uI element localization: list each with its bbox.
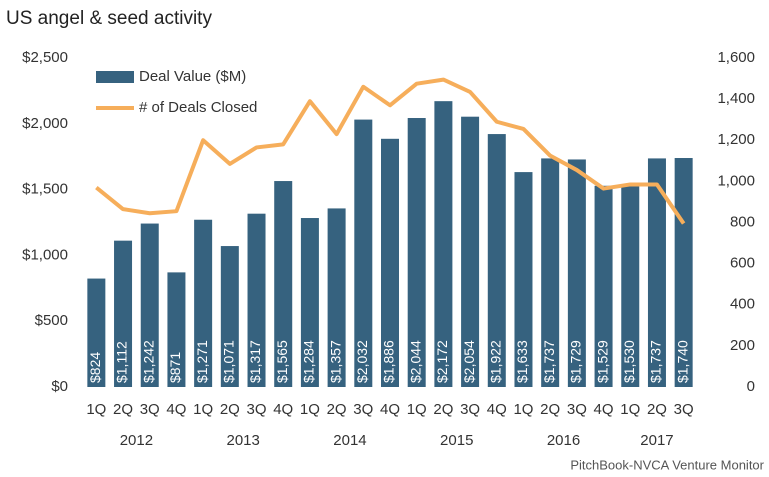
value-label: $1,565 <box>274 340 290 383</box>
x-group-label: 2012 <box>120 432 153 449</box>
x-tick-label: 2Q <box>327 401 347 418</box>
x-tick-label: 3Q <box>460 401 480 418</box>
bar <box>567 159 586 387</box>
y2-tick-label: 1,000 <box>717 172 755 189</box>
y-tick-label: $0 <box>51 378 68 395</box>
bar <box>461 116 480 387</box>
value-label: $1,357 <box>327 340 343 383</box>
bar <box>407 118 426 388</box>
value-label: $1,922 <box>487 340 503 383</box>
x-group-label: 2014 <box>333 432 366 449</box>
y-tick-label: $2,000 <box>22 115 68 132</box>
y2-tick-label: 200 <box>730 337 755 354</box>
bar <box>434 101 453 388</box>
value-label: $2,172 <box>434 340 450 383</box>
value-label: $1,284 <box>301 340 317 383</box>
bar <box>300 218 319 387</box>
value-label: $1,886 <box>381 340 397 383</box>
x-tick-label: 1Q <box>407 401 427 418</box>
x-tick-label: 3Q <box>353 401 373 418</box>
bar <box>140 223 159 387</box>
x-tick-label: 2Q <box>540 401 560 418</box>
y2-tick-label: 400 <box>730 296 755 313</box>
bar <box>354 119 373 387</box>
x-tick-label: 3Q <box>140 401 160 418</box>
y2-tick-label: 1,400 <box>717 90 755 107</box>
bar <box>594 185 613 387</box>
x-tick-label: 4Q <box>166 401 186 418</box>
x-tick-label: 3Q <box>674 401 694 418</box>
value-label: $1,729 <box>568 340 584 383</box>
y2-tick-label: 1,600 <box>717 49 755 66</box>
value-label: $1,633 <box>514 340 530 383</box>
y-tick-label: $2,500 <box>22 49 68 66</box>
y2-tick-label: 600 <box>730 255 755 272</box>
legend-label: # of Deals Closed <box>139 99 257 116</box>
bar <box>167 272 186 387</box>
bar <box>220 246 239 387</box>
y2-tick-label: 0 <box>747 378 755 395</box>
x-tick-label: 4Q <box>380 401 400 418</box>
value-label: $824 <box>87 352 103 383</box>
x-group-label: 2015 <box>440 432 473 449</box>
legend-label: Deal Value ($M) <box>139 68 246 85</box>
x-tick-label: 1Q <box>513 401 533 418</box>
source: PitchBook-NVCA Venture Monitor <box>570 457 764 472</box>
x-tick-label: 2Q <box>113 401 133 418</box>
chart-title: US angel & seed activity <box>6 8 212 29</box>
x-tick-label: 2Q <box>220 401 240 418</box>
x-group-label: 2013 <box>226 432 259 449</box>
line <box>95 77 686 225</box>
x-tick-label: 4Q <box>594 401 614 418</box>
value-label: $1,112 <box>114 341 130 383</box>
bar <box>487 134 506 387</box>
x-tick-label: 3Q <box>567 401 587 418</box>
x-tick-label: 4Q <box>273 401 293 418</box>
value-label: $1,529 <box>594 340 610 383</box>
x-tick-label: 2Q <box>433 401 453 418</box>
bar <box>274 181 293 387</box>
value-label: $1,271 <box>194 340 210 383</box>
bar <box>381 138 399 387</box>
value-label: $2,044 <box>407 340 423 383</box>
y2-tick-label: 800 <box>730 213 755 230</box>
x-tick-label: 3Q <box>247 401 267 418</box>
value-label: $871 <box>167 352 183 383</box>
x-group-label: 2017 <box>640 432 673 449</box>
bar <box>247 213 266 387</box>
x-tick-label: 4Q <box>487 401 507 418</box>
bar <box>87 278 106 387</box>
x-tick-label: 1Q <box>193 401 213 418</box>
x-group-label: 2016 <box>547 432 580 449</box>
value-label: $1,317 <box>247 340 263 383</box>
bar <box>621 185 640 387</box>
value-label: $1,530 <box>621 340 637 383</box>
value-label: $1,737 <box>648 340 664 383</box>
x-tick-label: 2Q <box>647 401 667 418</box>
legend-swatch <box>96 71 134 83</box>
x-tick-label: 1Q <box>620 401 640 418</box>
bar <box>114 240 133 387</box>
x-tick-label: 1Q <box>300 401 320 418</box>
bar <box>647 158 666 387</box>
y-tick-label: $500 <box>35 312 68 329</box>
y-tick-label: $1,000 <box>22 246 68 263</box>
bar <box>541 158 560 387</box>
bar <box>514 172 533 387</box>
value-label: $1,242 <box>140 340 156 383</box>
bar <box>194 219 213 387</box>
y-tick-label: $1,500 <box>22 181 68 198</box>
y2-tick-label: 1,200 <box>717 131 755 148</box>
value-label: $1,071 <box>221 340 237 383</box>
bar <box>327 208 346 387</box>
value-label: $2,054 <box>461 340 477 383</box>
value-label: $1,737 <box>541 340 557 383</box>
x-tick-label: 1Q <box>86 401 106 418</box>
value-label: $2,032 <box>354 340 370 383</box>
value-label: $1,740 <box>674 340 690 383</box>
